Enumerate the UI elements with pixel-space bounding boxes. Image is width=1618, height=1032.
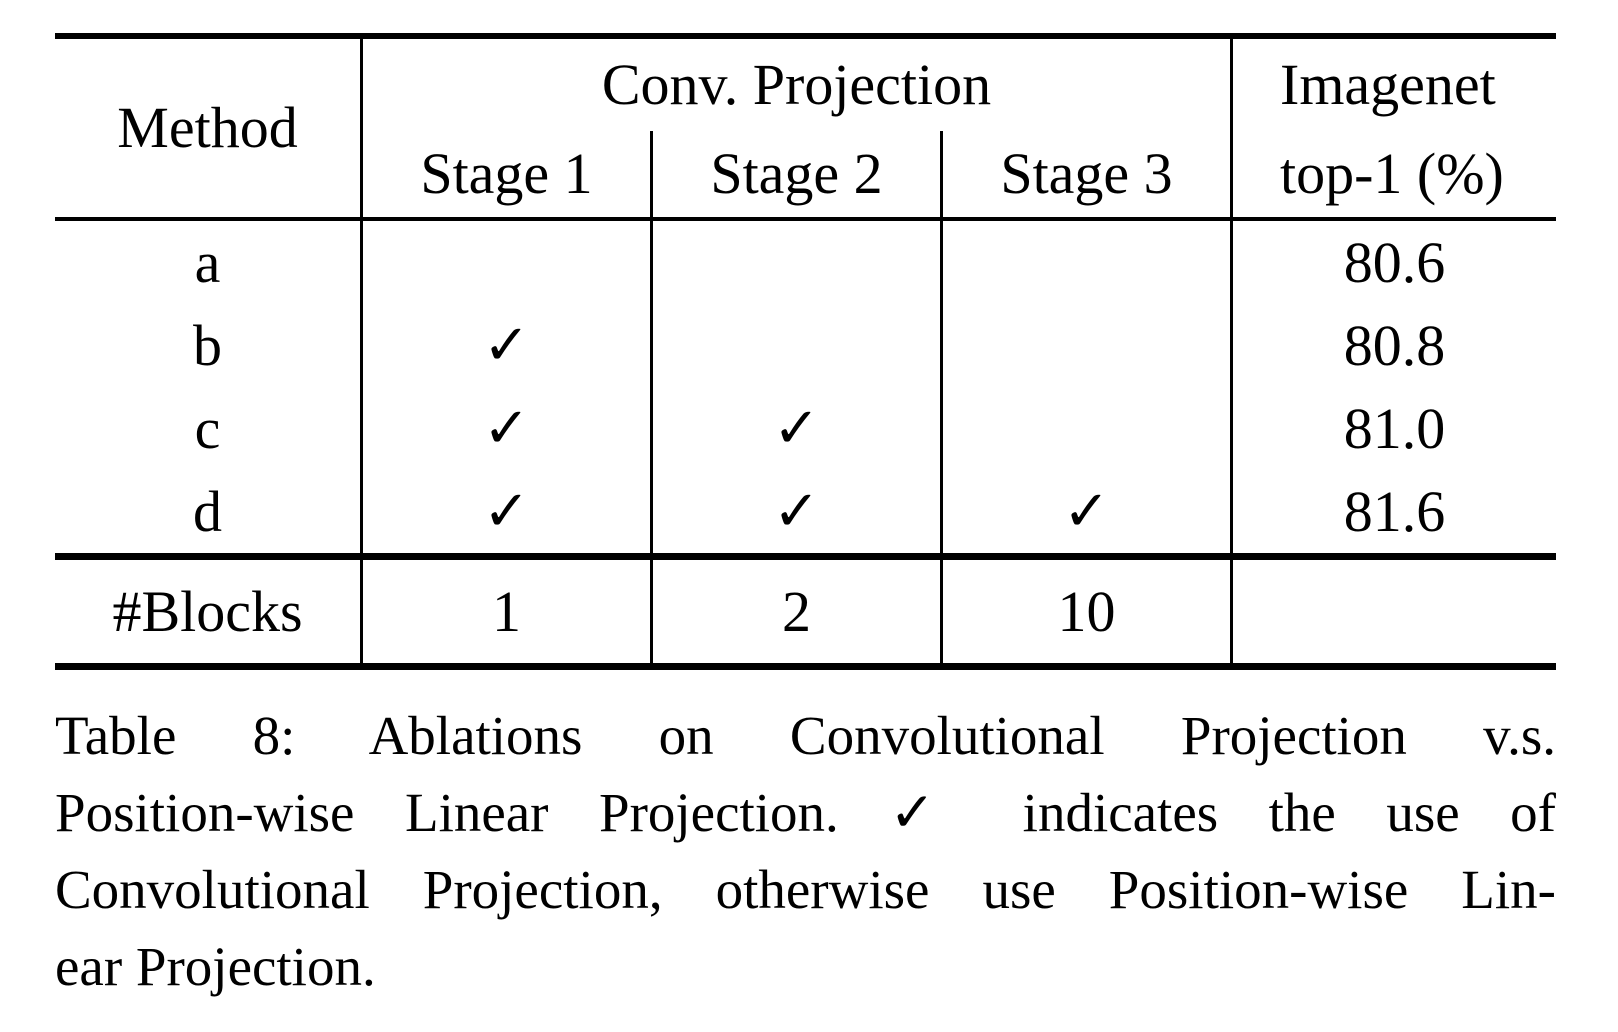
check-icon	[940, 221, 1230, 304]
row-top1-value: 80.6	[1230, 221, 1556, 304]
caption-line-1: Table 8: Ablations on Convolutional Proj…	[55, 705, 1556, 766]
caption-line-4: ear Projection.	[55, 936, 376, 997]
caption-line-3: Convolutional Projection, otherwise use …	[55, 859, 1556, 920]
header-imagenet-line2: top-1 (%)	[1230, 131, 1556, 217]
check-icon	[360, 221, 650, 304]
row-method-label: c	[194, 395, 221, 461]
check-icon	[940, 304, 1230, 387]
blocks-stage3-value: 10	[940, 560, 1230, 663]
header-imagenet-line1: Imagenet	[1230, 39, 1556, 131]
header-stage-1: Stage 1	[360, 131, 650, 217]
table-blocks-rule	[55, 553, 1556, 560]
check-icon: ✓	[360, 304, 650, 387]
header-conv-projection-group: Conv. Projection	[360, 39, 1230, 131]
check-icon: ✓	[360, 387, 650, 470]
header-stage-2: Stage 2	[650, 131, 940, 217]
ablation-table: Method Conv. Projection Stage 1 Stage 2 …	[55, 33, 1556, 670]
check-icon	[650, 304, 940, 387]
blocks-stage2-value: 2	[650, 560, 940, 663]
row-method-label: b	[193, 312, 222, 378]
table-header: Method Conv. Projection Stage 1 Stage 2 …	[55, 39, 1556, 217]
table-blocks-row: #Blocks 1 2 10	[55, 560, 1556, 663]
caption-line-2: Position-wise Linear Projection. ✓ indic…	[55, 782, 1556, 843]
table-top-rule	[55, 33, 1556, 39]
check-icon: ✓	[360, 470, 650, 553]
row-top1-value: 81.6	[1230, 470, 1556, 553]
check-icon	[650, 221, 940, 304]
row-method-label: a	[194, 229, 221, 295]
table-bottom-rule	[55, 663, 1556, 670]
check-icon	[940, 387, 1230, 470]
table-header-rule	[55, 217, 1556, 221]
header-method: Method	[117, 95, 298, 160]
row-top1-value: 81.0	[1230, 387, 1556, 470]
check-icon: ✓	[650, 387, 940, 470]
check-icon: ✓	[940, 470, 1230, 553]
header-stage-3: Stage 3	[940, 131, 1230, 217]
table-body: a 80.6 b ✓ 80.8 c ✓ ✓ 81.0 d ✓ ✓ ✓ 81.6	[55, 221, 1556, 553]
blocks-label: #Blocks	[112, 578, 303, 644]
table-caption: Table 8: Ablations on Convolutional Proj…	[55, 697, 1556, 1005]
row-method-label: d	[193, 478, 222, 544]
blocks-top1-value	[1230, 560, 1556, 663]
check-icon: ✓	[650, 470, 940, 553]
blocks-stage1-value: 1	[360, 560, 650, 663]
row-top1-value: 80.8	[1230, 304, 1556, 387]
